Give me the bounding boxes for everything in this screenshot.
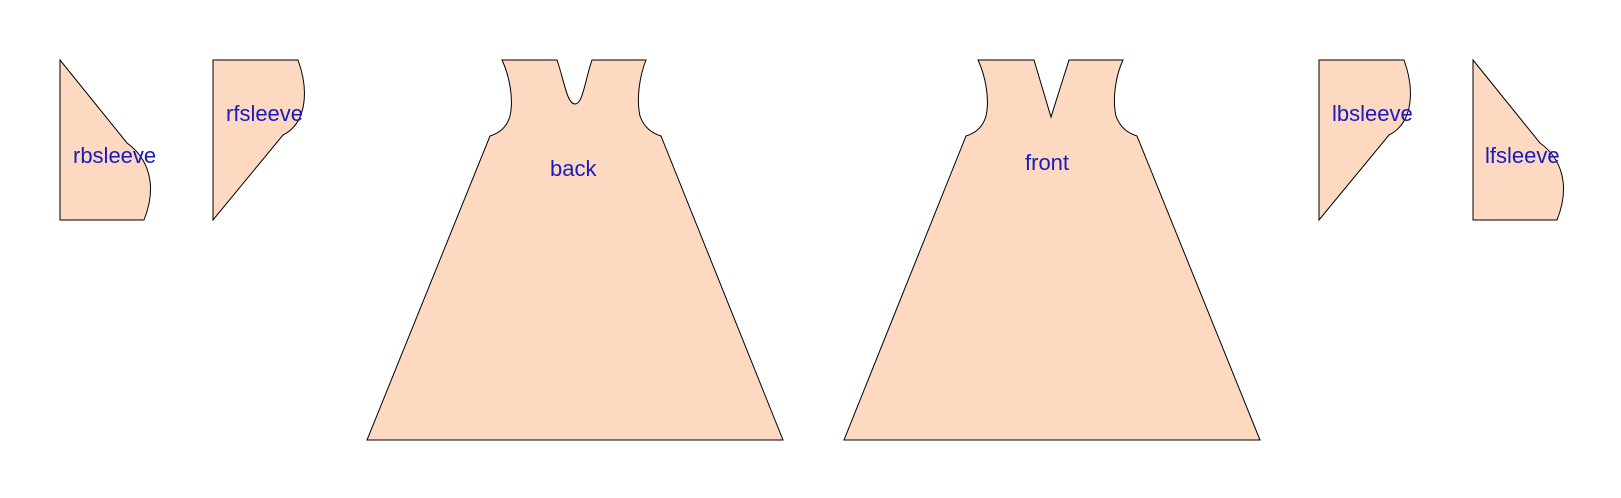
front-piece[interactable]: front: [843, 59, 1261, 441]
rfsleeve-shape: [212, 59, 305, 222]
rbsleeve-label: rbsleeve: [73, 143, 156, 168]
front-label: front: [1025, 150, 1069, 175]
lbsleeve-label: lbsleeve: [1332, 101, 1413, 126]
lbsleeve-shape: [1318, 59, 1411, 222]
rbsleeve-piece[interactable]: rbsleeve: [59, 58, 156, 221]
front-shape: [843, 59, 1261, 441]
lfsleeve-piece[interactable]: lfsleeve: [1472, 58, 1564, 221]
rbsleeve-shape: [59, 58, 151, 221]
rfsleeve-piece[interactable]: rfsleeve: [212, 59, 305, 222]
lfsleeve-label: lfsleeve: [1485, 143, 1560, 168]
back-piece[interactable]: back: [366, 59, 784, 441]
back-label: back: [550, 156, 597, 181]
lfsleeve-shape: [1472, 58, 1564, 221]
lbsleeve-piece[interactable]: lbsleeve: [1318, 59, 1413, 222]
back-shape: [366, 59, 784, 441]
rfsleeve-label: rfsleeve: [226, 101, 303, 126]
